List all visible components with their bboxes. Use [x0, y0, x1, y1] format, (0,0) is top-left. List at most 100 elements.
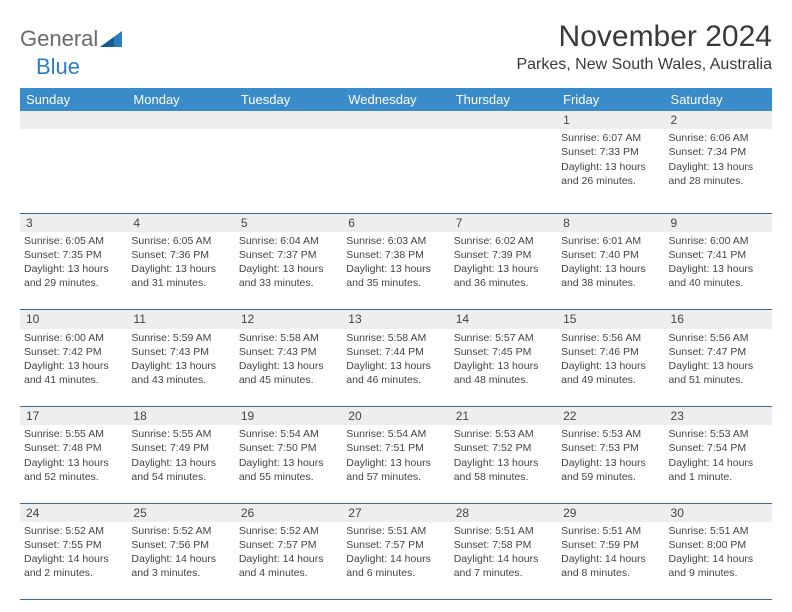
sunrise-text: Sunrise: 5:55 AM — [131, 427, 230, 441]
sunset-text: Sunset: 7:48 PM — [24, 441, 123, 455]
sunset-text: Sunset: 7:49 PM — [131, 441, 230, 455]
sunset-text: Sunset: 7:36 PM — [131, 248, 230, 262]
day-cell — [450, 129, 557, 213]
sunrise-text: Sunrise: 6:00 AM — [669, 234, 768, 248]
day-number: 25 — [127, 503, 234, 522]
day1-text: Daylight: 14 hours — [131, 552, 230, 566]
sunrise-text: Sunrise: 5:54 AM — [239, 427, 338, 441]
day2-text: and 40 minutes. — [669, 276, 768, 290]
sunset-text: Sunset: 7:42 PM — [24, 345, 123, 359]
day1-text: Daylight: 14 hours — [454, 552, 553, 566]
day-cell: Sunrise: 5:53 AMSunset: 7:53 PMDaylight:… — [557, 425, 664, 503]
day-cell: Sunrise: 5:59 AMSunset: 7:43 PMDaylight:… — [127, 329, 234, 407]
day-number: 9 — [665, 213, 772, 232]
sunrise-text: Sunrise: 6:05 AM — [131, 234, 230, 248]
weekday-header: Friday — [557, 88, 664, 111]
day-number: 28 — [450, 503, 557, 522]
day1-text: Daylight: 13 hours — [24, 262, 123, 276]
day2-text: and 38 minutes. — [561, 276, 660, 290]
sunrise-text: Sunrise: 5:51 AM — [346, 524, 445, 538]
day1-text: Daylight: 13 hours — [131, 262, 230, 276]
day2-text: and 41 minutes. — [24, 373, 123, 387]
day2-text: and 26 minutes. — [561, 174, 660, 188]
day2-text: and 36 minutes. — [454, 276, 553, 290]
day2-text: and 6 minutes. — [346, 566, 445, 580]
day2-text: and 57 minutes. — [346, 470, 445, 484]
sunset-text: Sunset: 7:41 PM — [669, 248, 768, 262]
day2-text: and 55 minutes. — [239, 470, 338, 484]
brand-triangle-icon — [100, 31, 122, 47]
month-title: November 2024 — [516, 20, 772, 54]
sunrise-text: Sunrise: 5:55 AM — [24, 427, 123, 441]
day-cell: Sunrise: 5:51 AMSunset: 8:00 PMDaylight:… — [665, 522, 772, 600]
sunset-text: Sunset: 7:45 PM — [454, 345, 553, 359]
day-number — [127, 111, 234, 129]
day-cell: Sunrise: 5:51 AMSunset: 7:58 PMDaylight:… — [450, 522, 557, 600]
sunrise-text: Sunrise: 5:51 AM — [561, 524, 660, 538]
day-cell: Sunrise: 5:51 AMSunset: 7:59 PMDaylight:… — [557, 522, 664, 600]
day-cell: Sunrise: 5:54 AMSunset: 7:50 PMDaylight:… — [235, 425, 342, 503]
day-number — [20, 111, 127, 129]
day-cell: Sunrise: 6:03 AMSunset: 7:38 PMDaylight:… — [342, 232, 449, 310]
day1-text: Daylight: 13 hours — [454, 359, 553, 373]
weekday-header: Thursday — [450, 88, 557, 111]
day-cell: Sunrise: 5:53 AMSunset: 7:54 PMDaylight:… — [665, 425, 772, 503]
day-number: 18 — [127, 407, 234, 426]
sunrise-text: Sunrise: 5:52 AM — [131, 524, 230, 538]
day-cell: Sunrise: 5:56 AMSunset: 7:46 PMDaylight:… — [557, 329, 664, 407]
day1-text: Daylight: 14 hours — [346, 552, 445, 566]
day1-text: Daylight: 14 hours — [239, 552, 338, 566]
day-cell: Sunrise: 6:04 AMSunset: 7:37 PMDaylight:… — [235, 232, 342, 310]
sunrise-text: Sunrise: 5:53 AM — [561, 427, 660, 441]
weekday-header: Monday — [127, 88, 234, 111]
daynum-row: 12 — [20, 111, 772, 129]
day2-text: and 59 minutes. — [561, 470, 660, 484]
day-number: 2 — [665, 111, 772, 129]
day-cell: Sunrise: 5:57 AMSunset: 7:45 PMDaylight:… — [450, 329, 557, 407]
day-number: 11 — [127, 310, 234, 329]
day-cell: Sunrise: 6:05 AMSunset: 7:36 PMDaylight:… — [127, 232, 234, 310]
day-cell: Sunrise: 6:00 AMSunset: 7:41 PMDaylight:… — [665, 232, 772, 310]
day-cell: Sunrise: 5:54 AMSunset: 7:51 PMDaylight:… — [342, 425, 449, 503]
day-cell: Sunrise: 6:02 AMSunset: 7:39 PMDaylight:… — [450, 232, 557, 310]
week-row: Sunrise: 6:05 AMSunset: 7:35 PMDaylight:… — [20, 232, 772, 310]
day-number: 22 — [557, 407, 664, 426]
day-number — [235, 111, 342, 129]
day-number: 7 — [450, 213, 557, 232]
day1-text: Daylight: 13 hours — [346, 262, 445, 276]
day2-text: and 33 minutes. — [239, 276, 338, 290]
day1-text: Daylight: 13 hours — [239, 359, 338, 373]
day1-text: Daylight: 13 hours — [454, 262, 553, 276]
weekday-header: Saturday — [665, 88, 772, 111]
day-cell: Sunrise: 5:55 AMSunset: 7:49 PMDaylight:… — [127, 425, 234, 503]
day2-text: and 49 minutes. — [561, 373, 660, 387]
sunrise-text: Sunrise: 5:51 AM — [454, 524, 553, 538]
day-cell: Sunrise: 5:52 AMSunset: 7:56 PMDaylight:… — [127, 522, 234, 600]
day-number: 21 — [450, 407, 557, 426]
day1-text: Daylight: 13 hours — [24, 359, 123, 373]
day-cell — [342, 129, 449, 213]
sunrise-text: Sunrise: 6:00 AM — [24, 331, 123, 345]
sunrise-text: Sunrise: 6:01 AM — [561, 234, 660, 248]
day-cell: Sunrise: 5:53 AMSunset: 7:52 PMDaylight:… — [450, 425, 557, 503]
day1-text: Daylight: 14 hours — [561, 552, 660, 566]
sunset-text: Sunset: 7:33 PM — [561, 145, 660, 159]
day-number: 4 — [127, 213, 234, 232]
day1-text: Daylight: 13 hours — [561, 359, 660, 373]
day-number: 30 — [665, 503, 772, 522]
day1-text: Daylight: 14 hours — [24, 552, 123, 566]
brand-part2-wrap: Blue — [20, 54, 772, 80]
day-number: 26 — [235, 503, 342, 522]
day-number: 8 — [557, 213, 664, 232]
sunrise-text: Sunrise: 5:52 AM — [239, 524, 338, 538]
sunset-text: Sunset: 7:59 PM — [561, 538, 660, 552]
day-number: 1 — [557, 111, 664, 129]
day1-text: Daylight: 13 hours — [561, 160, 660, 174]
day-cell: Sunrise: 6:07 AMSunset: 7:33 PMDaylight:… — [557, 129, 664, 213]
day2-text: and 1 minute. — [669, 470, 768, 484]
day2-text: and 43 minutes. — [131, 373, 230, 387]
day2-text: and 54 minutes. — [131, 470, 230, 484]
daynum-row: 17181920212223 — [20, 407, 772, 426]
sunset-text: Sunset: 7:37 PM — [239, 248, 338, 262]
sunrise-text: Sunrise: 5:53 AM — [454, 427, 553, 441]
